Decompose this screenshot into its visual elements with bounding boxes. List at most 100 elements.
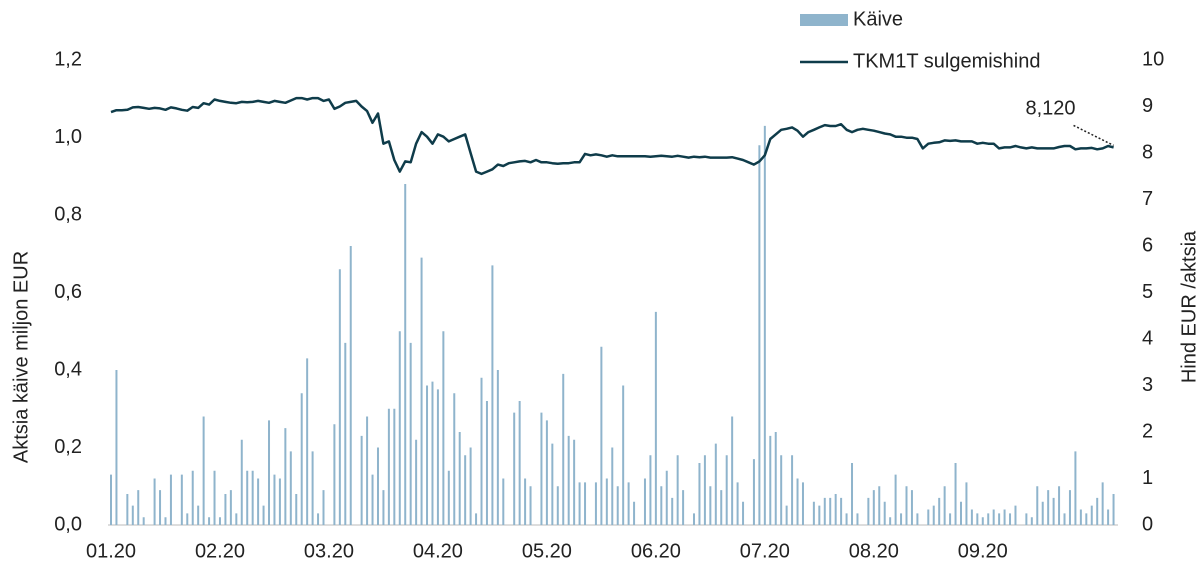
- bar: [791, 455, 794, 525]
- y-tick-label: 1,0: [54, 126, 82, 148]
- bar: [954, 463, 957, 525]
- bar: [317, 513, 320, 525]
- bar: [426, 385, 429, 525]
- bar: [584, 482, 587, 525]
- bar: [845, 513, 848, 525]
- bar: [159, 490, 162, 525]
- bar: [496, 370, 499, 525]
- bar: [169, 474, 172, 525]
- bar: [758, 145, 761, 525]
- bar: [578, 482, 581, 525]
- bar: [371, 474, 374, 525]
- bar: [284, 428, 287, 525]
- bar: [769, 435, 772, 525]
- bar: [780, 455, 783, 525]
- bar: [333, 424, 336, 525]
- bar: [469, 447, 472, 525]
- bar: [981, 517, 984, 525]
- bar: [1036, 486, 1039, 525]
- bar: [458, 432, 461, 525]
- bar: [943, 486, 946, 525]
- x-tick-label: 04.20: [413, 540, 463, 562]
- bar: [1058, 486, 1061, 525]
- bar: [878, 486, 881, 525]
- bar: [213, 470, 216, 525]
- y2-tick-label: 3: [1142, 374, 1153, 396]
- bar: [224, 494, 227, 525]
- bar: [262, 505, 265, 525]
- bar: [763, 125, 766, 525]
- bar: [197, 505, 200, 525]
- bar: [649, 455, 652, 525]
- bar: [436, 389, 439, 525]
- legend-label: Käive: [853, 8, 903, 30]
- bar: [360, 435, 363, 525]
- bar: [246, 470, 249, 525]
- bar: [540, 412, 543, 525]
- bar: [643, 478, 646, 525]
- bar: [812, 501, 815, 525]
- bar: [229, 490, 232, 525]
- bar: [932, 505, 935, 525]
- bar: [785, 505, 788, 525]
- bar: [970, 509, 973, 525]
- bar: [840, 497, 843, 525]
- bar: [714, 443, 717, 525]
- bar: [731, 416, 734, 525]
- bar: [491, 265, 494, 525]
- bar: [720, 490, 723, 525]
- bar: [927, 509, 930, 525]
- bar: [671, 497, 674, 525]
- bar: [829, 497, 832, 525]
- bar: [818, 505, 821, 525]
- bar: [251, 470, 254, 525]
- bar: [137, 490, 140, 525]
- line: [110, 96, 1114, 176]
- bar: [110, 474, 112, 525]
- x-tick-label: 06.20: [631, 540, 681, 562]
- bar: [235, 513, 238, 525]
- bar: [698, 463, 701, 525]
- y2-tick-label: 10: [1142, 48, 1164, 70]
- bar: [665, 470, 668, 525]
- bar: [725, 455, 728, 525]
- bar: [605, 478, 608, 525]
- bar: [322, 490, 325, 525]
- bar: [153, 478, 156, 525]
- y-tick-label: 1,2: [54, 48, 82, 70]
- bar: [938, 497, 941, 525]
- bar: [1090, 505, 1093, 525]
- bar: [218, 517, 221, 525]
- bar: [311, 451, 314, 525]
- bar: [573, 439, 576, 525]
- bar: [126, 494, 129, 525]
- bar: [1063, 513, 1066, 525]
- bar: [366, 416, 369, 525]
- bar: [475, 513, 478, 525]
- bar: [306, 358, 309, 525]
- bar: [464, 455, 467, 525]
- bar: [856, 513, 859, 525]
- bar: [801, 482, 804, 525]
- bar: [998, 513, 1001, 525]
- x-tick-label: 05.20: [522, 540, 572, 562]
- bar: [431, 381, 434, 525]
- bar: [1068, 490, 1071, 525]
- bar: [622, 385, 625, 525]
- bar: [611, 447, 614, 525]
- bar: [376, 447, 379, 525]
- bar: [1014, 505, 1017, 525]
- bar: [774, 432, 777, 525]
- bar: [442, 331, 445, 525]
- bar: [900, 513, 903, 525]
- bar: [736, 482, 739, 525]
- bar: [529, 486, 532, 525]
- bar: [976, 513, 979, 525]
- bar: [447, 470, 450, 525]
- y-tick-label: 0,8: [54, 203, 82, 225]
- y2-tick-label: 2: [1142, 420, 1153, 442]
- x-tick-label: 07.20: [740, 540, 790, 562]
- bar: [191, 470, 194, 525]
- bar: [186, 513, 189, 525]
- y2-tick-label: 0: [1142, 513, 1153, 535]
